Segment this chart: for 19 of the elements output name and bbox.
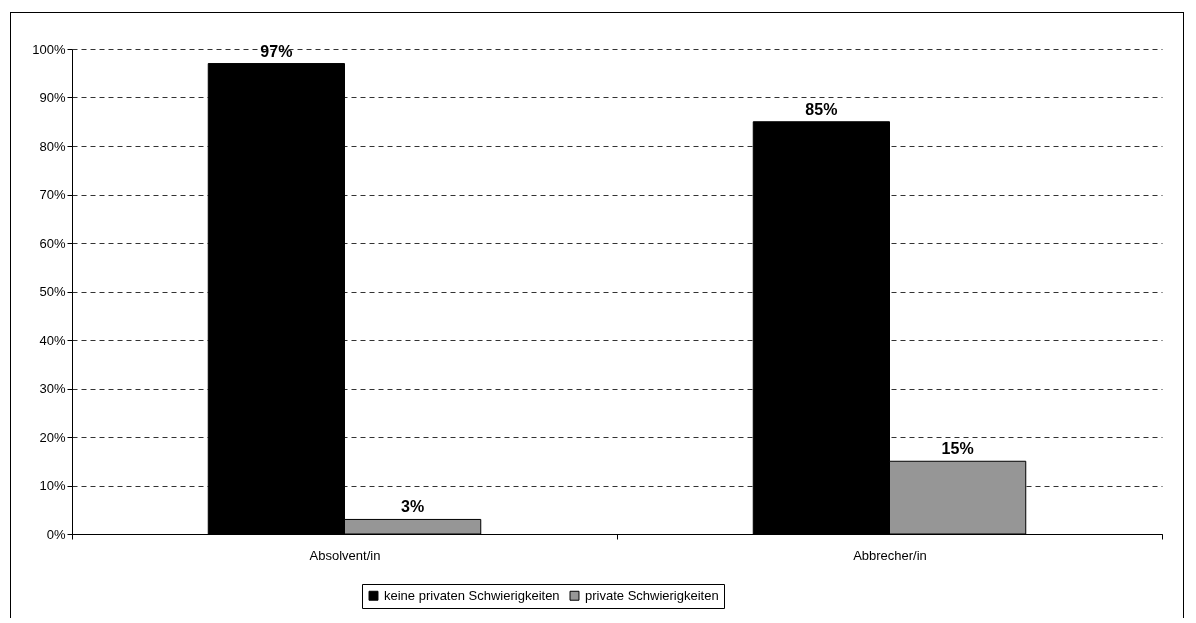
legend-label: private Schwierigkeiten	[585, 587, 719, 603]
y-tick-label: 40%	[39, 332, 66, 348]
y-tick-label: 70%	[39, 187, 66, 202]
legend-label: keine privaten Schwierigkeiten	[384, 587, 560, 603]
y-tick-label: 90%	[39, 90, 66, 105]
y-tick-label: 60%	[39, 235, 66, 251]
data-label: 15%	[941, 440, 974, 458]
y-tick-label: 10%	[39, 478, 66, 493]
y-tick-label: 80%	[39, 138, 66, 154]
data-label: 3%	[401, 498, 425, 516]
y-tick-label: 20%	[39, 429, 66, 445]
y-tick-label: 100%	[32, 41, 66, 57]
y-tick-label: 0%	[46, 526, 66, 542]
x-tick-label: Absolvent/in	[309, 547, 381, 563]
data-label: 85%	[805, 100, 838, 118]
y-tick-label: 30%	[39, 381, 66, 396]
data-label: 97%	[260, 42, 293, 60]
x-tick-label: Abbrecher/in	[853, 547, 927, 563]
y-tick-label: 50%	[39, 284, 66, 299]
